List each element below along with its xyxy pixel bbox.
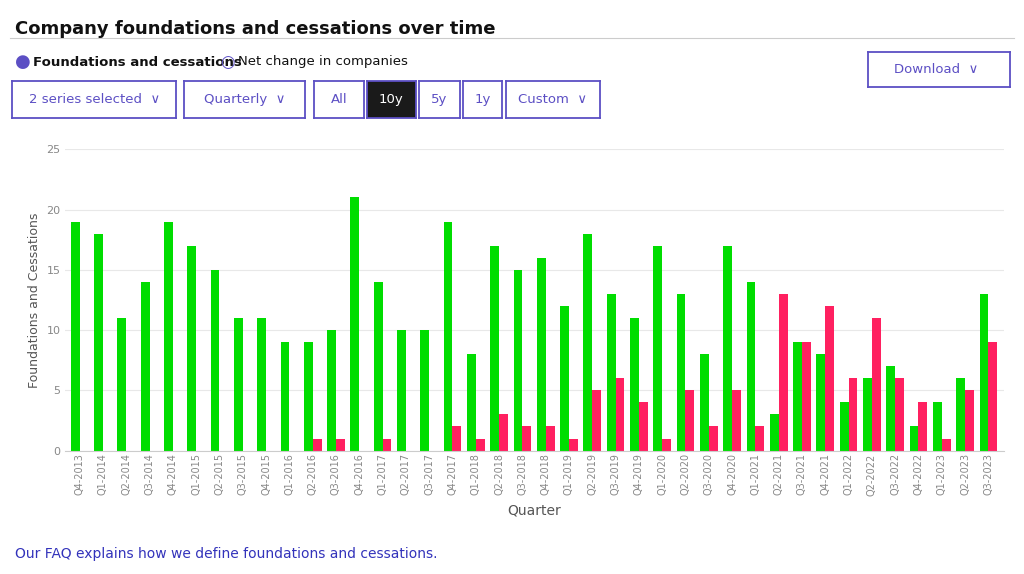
Bar [304,342,312,451]
Bar [499,414,508,451]
Bar [723,246,732,451]
Bar [420,330,429,451]
Text: 1y: 1y [474,93,490,106]
Text: Download  ∨: Download ∨ [894,63,978,76]
Bar [606,294,615,451]
Bar [490,246,499,451]
Bar [118,318,126,451]
Bar [849,378,857,451]
Bar [816,354,825,451]
Bar [802,342,811,451]
Bar [778,294,787,451]
Bar [639,402,648,451]
Bar [257,318,266,451]
Bar [887,366,895,451]
Bar [770,414,778,451]
Bar [942,439,950,451]
Bar [840,402,849,451]
Bar [933,402,942,451]
Bar [677,294,685,451]
Bar [336,439,345,451]
Bar [863,378,871,451]
Bar [980,294,988,451]
Bar [592,390,601,451]
Text: Net change in companies: Net change in companies [238,56,408,68]
Bar [327,330,336,451]
Bar [187,246,197,451]
Bar [700,354,709,451]
Bar [546,426,555,451]
Bar [397,330,406,451]
Bar [537,258,546,451]
Text: ○: ○ [220,53,234,71]
Bar [164,222,173,451]
Text: 2 series selected  ∨: 2 series selected ∨ [29,93,160,106]
Bar [615,378,625,451]
Text: 5y: 5y [431,93,447,106]
Text: Company foundations and cessations over time: Company foundations and cessations over … [15,20,496,38]
Bar [467,354,476,451]
Bar [653,246,663,451]
X-axis label: Quarter: Quarter [507,504,561,518]
Text: 10y: 10y [379,93,403,106]
Bar [895,378,904,451]
Bar [685,390,694,451]
Text: Our FAQ explains how we define foundations and cessations.: Our FAQ explains how we define foundatio… [15,548,438,561]
Bar [71,222,80,451]
Y-axis label: Foundations and Cessations: Foundations and Cessations [28,212,41,387]
Bar [794,342,802,451]
Bar [965,390,974,451]
Text: ●: ● [15,53,31,71]
Bar [560,306,569,451]
Bar [909,426,919,451]
Bar [569,439,578,451]
Bar [522,426,531,451]
Bar [94,234,103,451]
Bar [281,342,290,451]
Bar [383,439,391,451]
Bar [312,439,322,451]
Bar [513,270,522,451]
Bar [756,426,764,451]
Bar [140,282,150,451]
Bar [584,234,592,451]
Bar [746,282,756,451]
Bar [732,390,741,451]
Text: Foundations and cessations: Foundations and cessations [33,56,242,68]
Bar [374,282,383,451]
Bar [476,439,484,451]
Bar [709,426,718,451]
Bar [663,439,671,451]
Bar [211,270,219,451]
Bar [443,222,453,451]
Bar [825,306,835,451]
Text: All: All [331,93,347,106]
Bar [453,426,462,451]
Bar [956,378,965,451]
Bar [871,318,881,451]
Bar [919,402,928,451]
Bar [988,342,997,451]
Bar [233,318,243,451]
Text: Quarterly  ∨: Quarterly ∨ [204,93,286,106]
Text: Custom  ∨: Custom ∨ [518,93,588,106]
Bar [630,318,639,451]
Bar [350,197,359,451]
